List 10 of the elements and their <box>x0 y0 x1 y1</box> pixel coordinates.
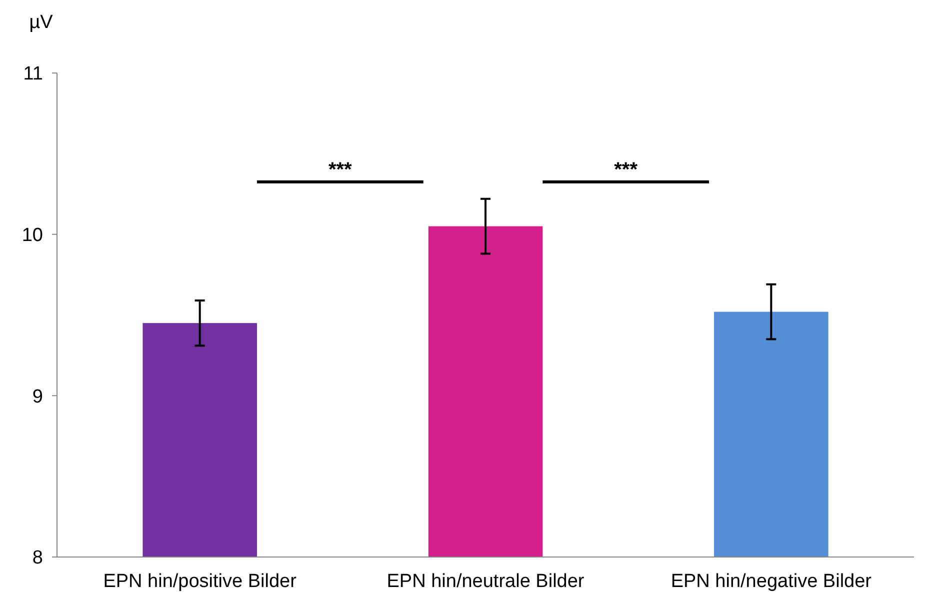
x-tick-label: EPN hin/negative Bilder <box>670 571 872 592</box>
y-tick-label: 11 <box>23 64 43 85</box>
y-tick-label: 10 <box>22 224 43 246</box>
x-tick-label: EPN hin/positive Bilder <box>103 571 298 592</box>
y-axis-title: µV <box>29 12 54 33</box>
y-tick-label: 9 <box>32 386 43 408</box>
x-tick-label: EPN hin/neutrale Bilder <box>386 571 585 592</box>
annotation: *** <box>614 158 638 181</box>
annotation: *** <box>328 158 352 181</box>
y-tick-label: 8 <box>32 548 43 569</box>
